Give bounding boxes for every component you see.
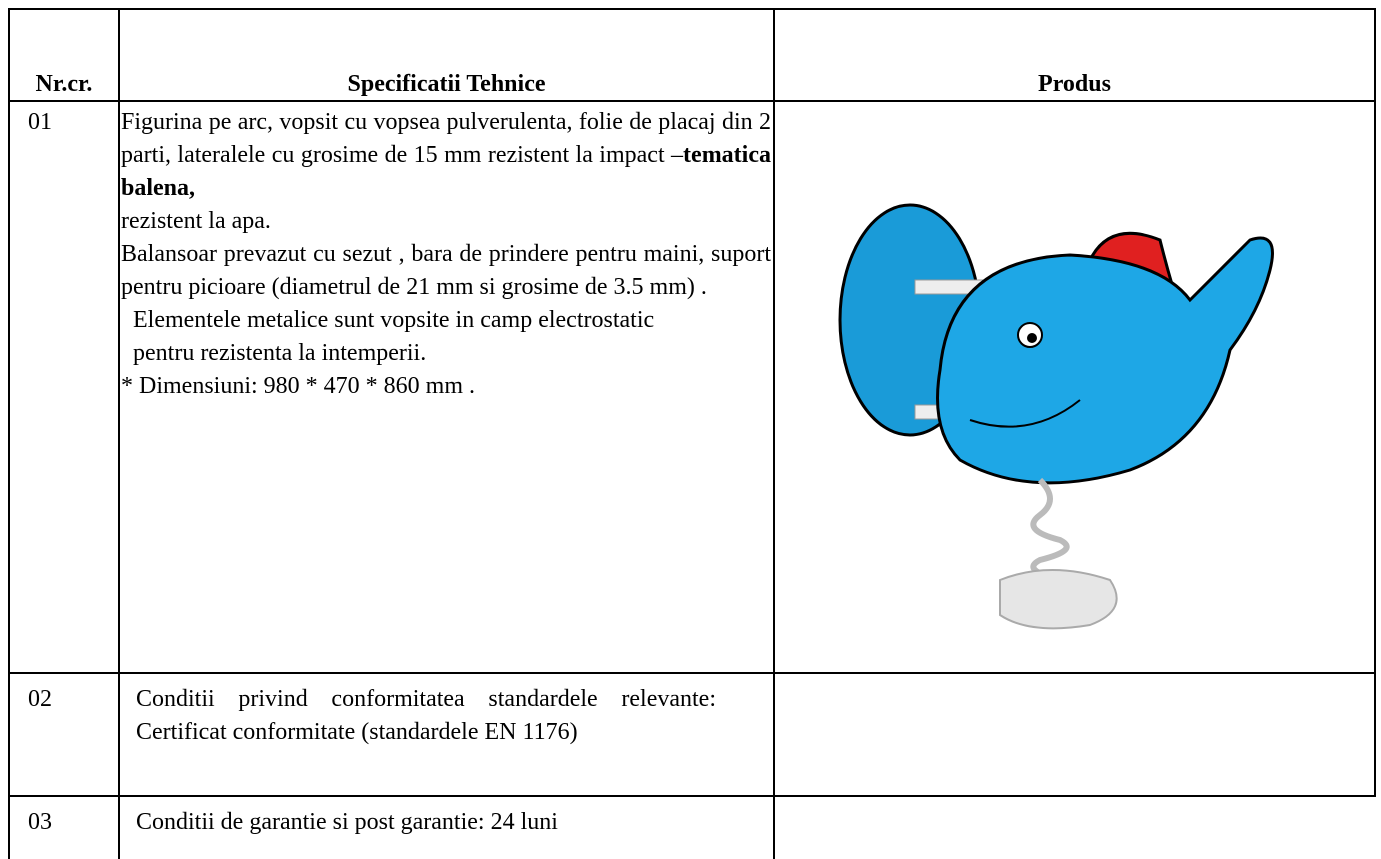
spec-paragraph: Elementele metalice sunt vopsite in camp… <box>133 307 655 366</box>
header-cell: Nr.cr. <box>35 71 93 97</box>
spec-text: rezistent la apa. <box>121 208 271 234</box>
table-border <box>1374 8 1376 797</box>
row-number: 02 <box>28 686 52 712</box>
table-border <box>8 672 1376 674</box>
header-cell: Produs <box>1038 71 1111 97</box>
whale-body <box>936 236 1274 485</box>
spec-text: Conditii de garantie si post garantie: 2… <box>136 809 558 835</box>
table-border <box>773 8 775 859</box>
table-border <box>8 100 1376 102</box>
spec-text: Figurina pe arc, vopsit cu vopsea pulver… <box>121 106 771 403</box>
table-border <box>8 8 10 859</box>
spring <box>1030 477 1070 583</box>
spec-text: Figurina pe arc, vopsit cu vopsea pulver… <box>121 109 771 168</box>
spec-paragraph: Figurina pe arc, vopsit cu vopsea pulver… <box>121 106 771 238</box>
product-image <box>838 203 1274 630</box>
whale-mouth <box>969 399 1081 428</box>
spec-bold: tematica balena, <box>121 142 771 201</box>
table-border <box>8 8 1376 10</box>
base <box>999 569 1118 630</box>
row-number: 03 <box>28 809 52 835</box>
header-cell: Specificatii Tehnice <box>347 71 546 97</box>
table-border <box>8 795 1376 797</box>
spec-paragraph: Balansoar prevazut cu sezut , bara de pr… <box>121 241 771 300</box>
spec-paragraph: * Dimensiuni: 980 * 470 * 860 mm . <box>121 373 475 399</box>
table-border <box>118 8 120 859</box>
whale-pupil <box>1027 333 1037 343</box>
spec-text: Conditii privind conformitatea standarde… <box>136 686 716 745</box>
row-number: 01 <box>28 109 52 135</box>
